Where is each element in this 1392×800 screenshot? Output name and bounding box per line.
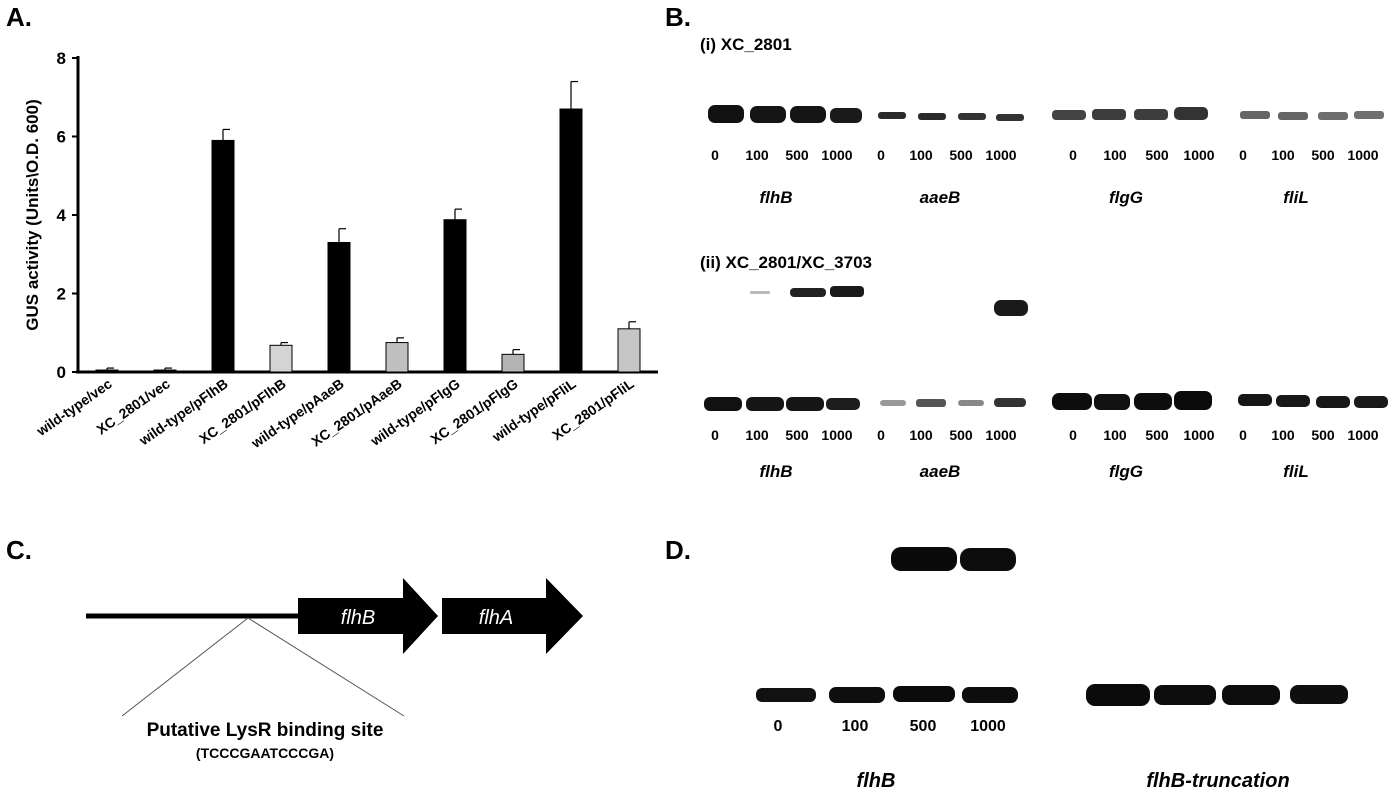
gel-b-i-gene-label: aaeB: [919, 188, 961, 207]
panel-letter-d: D.: [665, 535, 691, 565]
gel-b-ii-gene-label: fliL: [1283, 462, 1309, 481]
gel-b-ii-lane-label: 1000: [1183, 427, 1215, 443]
gel-b-i-lane-label: 100: [1271, 147, 1295, 163]
y-tick-label: 2: [57, 285, 66, 304]
bar: [211, 139, 235, 373]
y-tick-label: 4: [57, 206, 67, 225]
gel-b-i-lane-label: 100: [745, 147, 769, 163]
flha-gene-label: flhA: [479, 607, 513, 629]
bar: [327, 241, 351, 373]
binding-site-pointer-right: [247, 617, 405, 717]
gel-b-i-image: [708, 105, 1384, 123]
gel-b-ii-lane-label: 100: [909, 427, 933, 443]
gel-b-ii-gene-label: aaeB: [919, 462, 961, 481]
gel-b-i-lane-label: 500: [785, 147, 809, 163]
gel-d-lane-label: 100: [841, 718, 869, 735]
bar: [617, 328, 641, 373]
y-tick-label: 6: [57, 128, 66, 147]
gel-b-i-lane-label: 0: [877, 147, 885, 163]
gel-d-lane-label: 0: [773, 718, 783, 735]
gel-b-ii-lane-label: 500: [785, 427, 809, 443]
gel-b-i-lane-label: 500: [949, 147, 973, 163]
gel-b-ii-lane-label: 0: [1239, 427, 1247, 443]
y-tick-label: 0: [57, 363, 66, 382]
bar: [269, 344, 293, 373]
gel-b-i-gene-label: flhB: [759, 188, 793, 207]
binding-site-pointer-left: [121, 617, 249, 717]
gel-b-ii-lane-label: 1000: [821, 427, 853, 443]
gus-activity-bar-chart: GUS activity (Units\O.D. 600) 02468wild-…: [23, 49, 658, 451]
gel-b-i-gene-label: flgG: [1109, 188, 1143, 207]
gel-b-i-lane-label: 100: [909, 147, 933, 163]
panel-letter-b: B.: [665, 2, 691, 32]
gel-d-gene-label-flhb-truncation: flhB-truncation: [1146, 770, 1290, 792]
y-tick-label: 8: [57, 49, 66, 68]
bar: [153, 369, 177, 373]
y-axis-label: GUS activity (Units\O.D. 600): [23, 99, 42, 330]
gel-b-ii-gene-label: flgG: [1109, 462, 1143, 481]
gel-b-ii-lane-label: 100: [745, 427, 769, 443]
gel-b-i-lane-label: 1000: [1347, 147, 1379, 163]
gel-d-image: [756, 547, 1348, 706]
flhb-gene-label: flhB: [341, 607, 375, 629]
bar: [501, 353, 525, 373]
gel-b-ii-lane-label: 500: [949, 427, 973, 443]
gel-d-gene-label-flhb: flhB: [856, 770, 896, 792]
panel-letter-a: A.: [6, 2, 32, 32]
gel-b-i-lane-label: 1000: [1183, 147, 1215, 163]
gel-b-ii-lane-label: 0: [1069, 427, 1077, 443]
gel-b-ii-image: [704, 286, 1388, 411]
gel-b-i-gene-label: fliL: [1283, 188, 1309, 207]
gel-b-i-lane-label: 1000: [821, 147, 853, 163]
bar: [95, 369, 119, 373]
gel-b-ii-lane-label: 0: [877, 427, 885, 443]
gel-b-i-lane-label: 0: [711, 147, 719, 163]
gel-b-ii-lane-label: 100: [1271, 427, 1295, 443]
gel-d-lane-label: 500: [909, 718, 937, 735]
bar: [443, 219, 467, 373]
binding-site-sequence: (TCCCGAATCCCGA): [195, 745, 335, 761]
panel-letter-c: C.: [6, 535, 32, 565]
bar: [559, 108, 583, 373]
gel-b-ii-gene-label: flhB: [759, 462, 793, 481]
gel-b-i-lane-label: 500: [1311, 147, 1335, 163]
gel-b-i-lane-label: 0: [1239, 147, 1247, 163]
flha-gene-arrow: [442, 578, 583, 654]
gel-b-title-ii: (ii) XC_2801/XC_3703: [700, 253, 872, 272]
bar: [385, 342, 409, 373]
gel-b-ii-lane-label: 100: [1103, 427, 1127, 443]
gel-b-ii-lane-label: 0: [711, 427, 719, 443]
gel-b-ii-lane-label: 1000: [1347, 427, 1379, 443]
gel-b-title-i: (i) XC_2801: [700, 35, 792, 54]
gel-d-lane-label: 1000: [970, 718, 1006, 735]
binding-site-label: Putative LysR binding site: [146, 720, 384, 741]
gel-b-i-lane-label: 1000: [985, 147, 1017, 163]
promoter-diagram: flhB flhA: [86, 578, 583, 717]
gel-b-i-lane-label: 0: [1069, 147, 1077, 163]
gel-b-ii-lane-label: 500: [1311, 427, 1335, 443]
flhb-gene-arrow: [298, 578, 438, 654]
gel-b-i-lane-label: 500: [1145, 147, 1169, 163]
gel-b-ii-lane-label: 500: [1145, 427, 1169, 443]
gel-b-i-lane-label: 100: [1103, 147, 1127, 163]
gel-b-ii-lane-label: 1000: [985, 427, 1017, 443]
